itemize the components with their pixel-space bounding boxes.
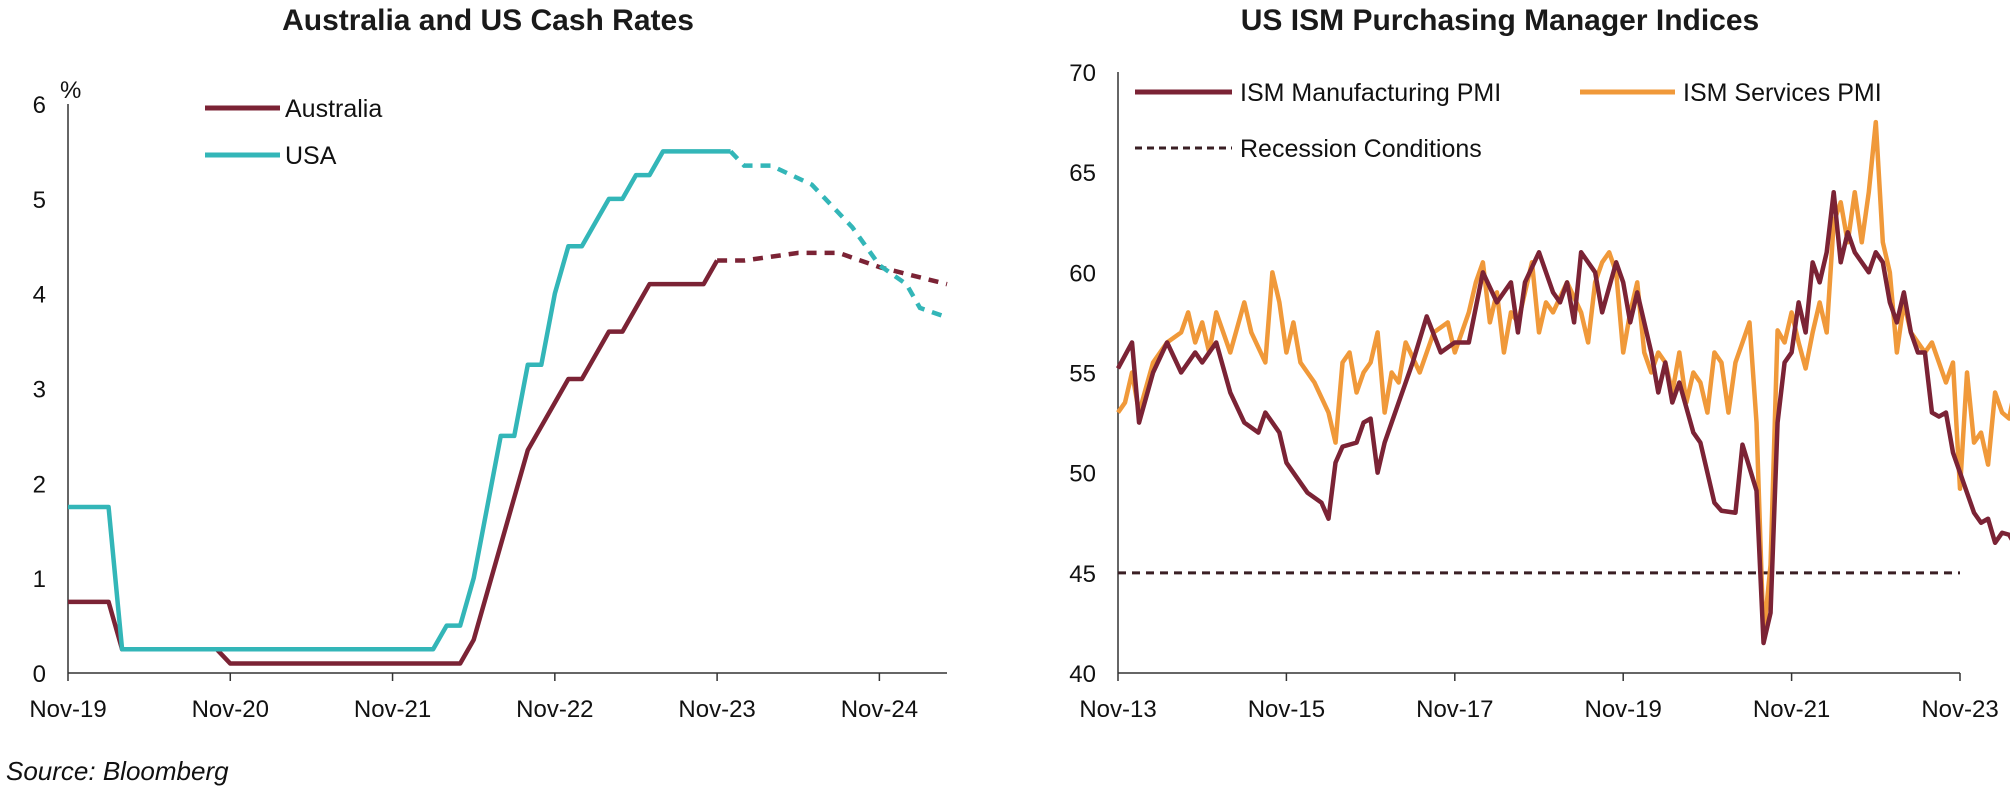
ism-pmi-x-tick-label: Nov-15: [1248, 696, 1325, 723]
ism-pmi-chart: US ISM Purchasing Manager Indices 40 45 50…: [1069, 4, 2010, 723]
cash-rates-x-tick-label: Nov-20: [192, 696, 269, 723]
cash-rates-axes: [67, 104, 947, 674]
ism-pmi-y-ticks: 40 45 50 55 60 65 70: [1069, 60, 1096, 688]
australia-cash-rate-line-forecast: [717, 250, 948, 287]
cash-rates-y-tick-label: 2: [33, 471, 46, 498]
cash-rates-x-tick-label: Nov-19: [29, 696, 106, 723]
ism-pmi-y-tick-label: 40: [1069, 661, 1096, 688]
ism-pmi-y-tick-label: 70: [1069, 60, 1096, 87]
cash-rates-x-tick-label: Nov-24: [841, 696, 918, 723]
ism-pmi-y-tick-label: 55: [1069, 361, 1096, 388]
ism-pmi-x-tick-label: Nov-13: [1079, 696, 1156, 723]
cash-rates-y-ticks: 0 1 2 3 4 5 6: [33, 92, 46, 688]
services-pmi-line: [1116, 119, 2010, 640]
legend-label-usa: USA: [285, 142, 337, 170]
ism-pmi-y-tick-label: 50: [1069, 461, 1096, 488]
cash-rates-x-tick-label: Nov-21: [354, 696, 431, 723]
cash-rates-chart: Australia and US Cash Rates % 0 1 2 3 4 5 6 No…: [29, 4, 948, 723]
cash-rates-y-tick-label: 3: [33, 377, 46, 404]
ism-pmi-x-tick-label: Nov-17: [1416, 696, 1493, 723]
cash-rates-series: [68, 149, 948, 666]
manufacturing-pmi-line: [1116, 189, 2010, 646]
usa-cash-rate-line-actual: [68, 149, 731, 652]
cash-rates-title: Australia and US Cash Rates: [282, 4, 694, 37]
ism-pmi-title: US ISM Purchasing Manager Indices: [1241, 4, 1759, 37]
cash-rates-x-tick-label: Nov-23: [678, 696, 755, 723]
ism-pmi-y-tick-label: 65: [1069, 160, 1096, 187]
cash-rates-y-tick-label: 1: [33, 566, 46, 593]
ism-pmi-series: [1116, 119, 2010, 646]
cash-rates-y-unit: %: [60, 77, 81, 104]
ism-pmi-x-ticks: Nov-13 Nov-15 Nov-17 Nov-19 Nov-21 Nov-23: [1079, 673, 1999, 723]
legend-label-australia: Australia: [285, 95, 382, 123]
cash-rates-legend: Australia USA: [205, 95, 382, 170]
australia-cash-rate-line-actual: [68, 259, 720, 666]
ism-pmi-x-tick-label: Nov-23: [1921, 696, 1998, 723]
legend-label-manufacturing: ISM Manufacturing PMI: [1240, 79, 1501, 107]
cash-rates-y-tick-label: 0: [33, 661, 46, 688]
ism-pmi-y-tick-label: 45: [1069, 561, 1096, 588]
source-note: Source: Bloomberg: [6, 756, 229, 786]
usa-cash-rate-line-forecast: [729, 149, 948, 320]
cash-rates-y-tick-label: 5: [33, 187, 46, 214]
legend-label-recession: Recession Conditions: [1240, 135, 1482, 163]
cash-rates-x-ticks: Nov-19 Nov-20 Nov-21 Nov-22 Nov-23 Nov-24: [29, 673, 918, 723]
ism-pmi-y-tick-label: 60: [1069, 260, 1096, 287]
cash-rates-y-tick-label: 6: [33, 92, 46, 119]
cash-rates-x-tick-label: Nov-22: [516, 696, 593, 723]
cash-rates-y-tick-label: 4: [33, 282, 46, 309]
ism-pmi-x-tick-label: Nov-21: [1753, 696, 1830, 723]
legend-label-services: ISM Services PMI: [1683, 79, 1882, 107]
ism-pmi-x-tick-label: Nov-19: [1585, 696, 1662, 723]
ism-pmi-legend: ISM Manufacturing PMI ISM Services PMI R…: [1135, 79, 1882, 163]
